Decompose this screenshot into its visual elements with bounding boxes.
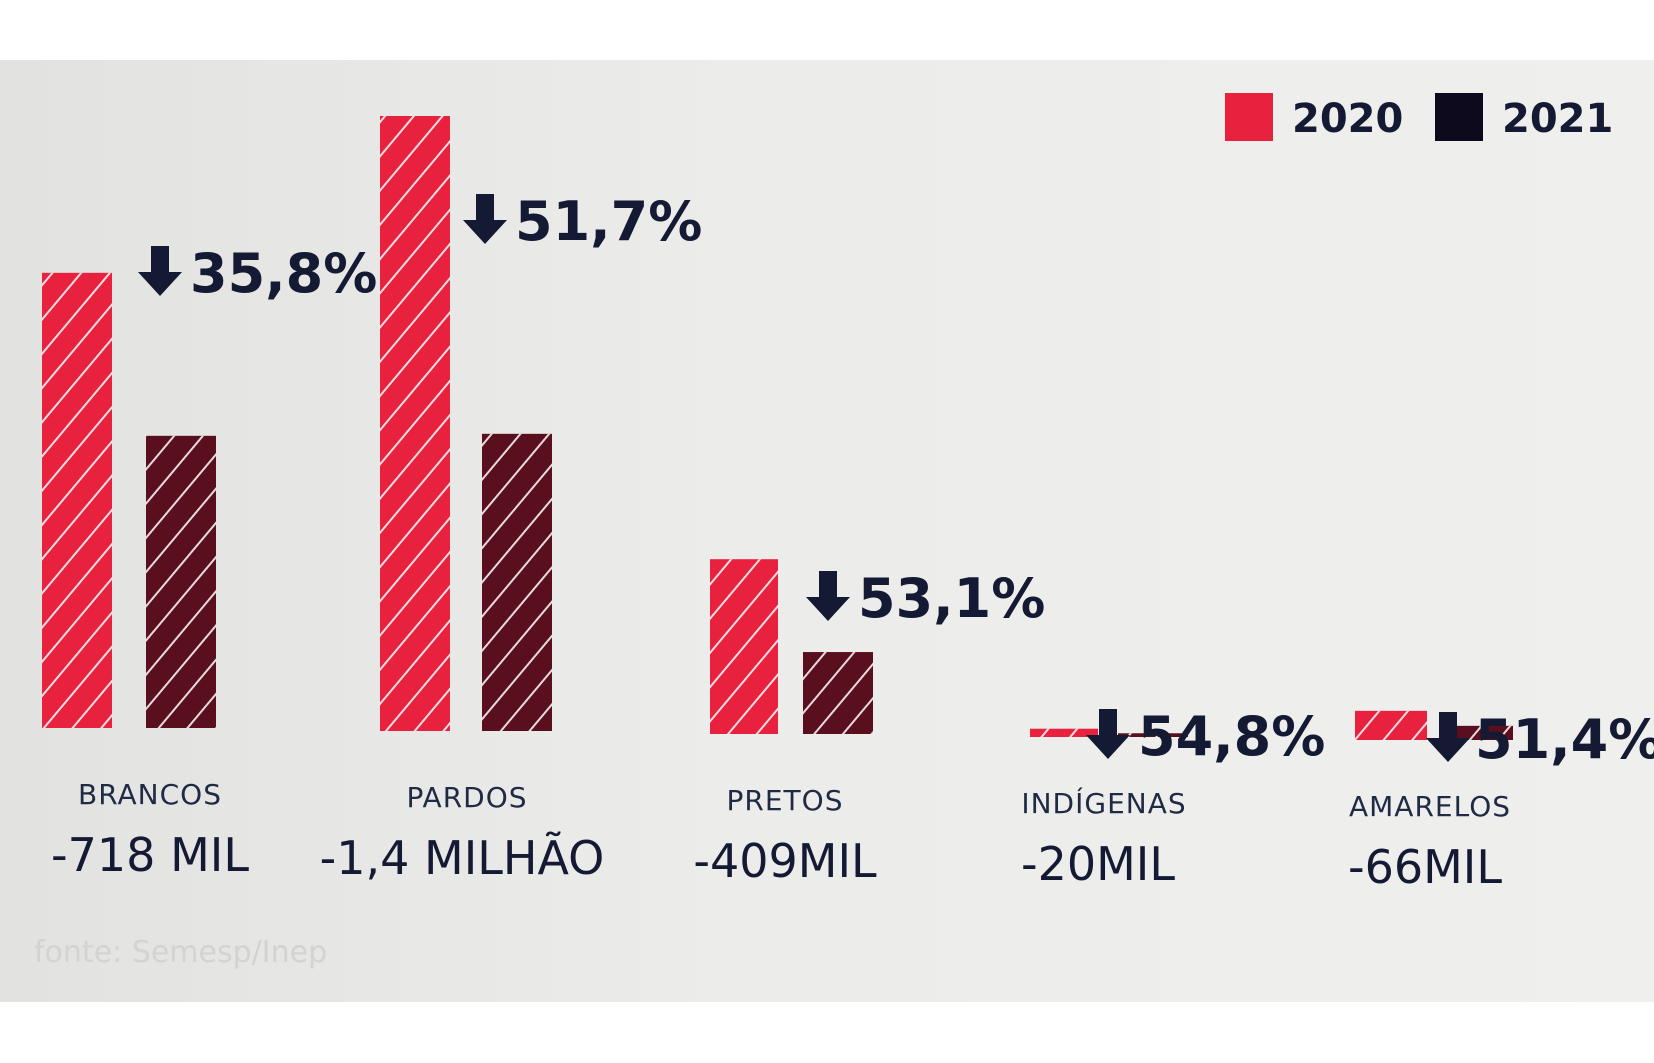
legend: 2020 2021 <box>1225 93 1613 142</box>
category-label-pardos: PARDOS <box>406 781 527 814</box>
bar-brancos-2020-hatch <box>42 272 112 728</box>
bars-layer <box>42 116 1513 740</box>
chart-panel: 2020 2021 BRANCOS PARDOS PRETOS INDÍGENA… <box>0 60 1654 1002</box>
bar-indigenas-2020-hatch <box>1030 728 1098 737</box>
bar-brancos-2021-hatch <box>146 435 216 728</box>
difference-label-indigenas: -20MIL <box>1021 837 1175 891</box>
change-label-indigenas: 54,8% <box>1138 705 1325 768</box>
change-pretos: 53,1% <box>806 567 1045 630</box>
category-label-amarelos: AMARELOS <box>1349 790 1511 823</box>
difference-label-brancos: -718 MIL <box>51 828 249 882</box>
bar-pretos-2021-hatch <box>803 652 873 734</box>
category-label-indigenas: INDÍGENAS <box>1021 786 1186 820</box>
legend-label-2021: 2021 <box>1502 96 1613 142</box>
difference-label-pretos: -409MIL <box>693 834 877 888</box>
change-label-brancos: 35,8% <box>190 242 377 305</box>
bar-pardos-2020-hatch <box>380 116 450 731</box>
bar-indigenas-2021-hatch <box>1118 733 1188 737</box>
down-arrow-icon <box>806 571 850 621</box>
bar-chart: 2020 2021 BRANCOS PARDOS PRETOS INDÍGENA… <box>34 93 1654 970</box>
change-brancos: 35,8% <box>138 242 377 305</box>
down-arrow-icon <box>463 194 507 244</box>
legend-label-2020: 2020 <box>1292 96 1403 142</box>
category-label-brancos: BRANCOS <box>78 778 222 811</box>
down-arrow-icon <box>138 246 182 296</box>
category-label-pretos: PRETOS <box>727 784 844 817</box>
legend-swatch-2021 <box>1435 93 1483 141</box>
difference-label-pardos: -1,4 MILHÃO <box>320 831 605 885</box>
change-indigenas: 54,8% <box>1086 705 1325 768</box>
legend-swatch-2020 <box>1225 93 1273 141</box>
change-label-pardos: 51,7% <box>515 190 702 253</box>
bar-amarelos-2020-hatch <box>1355 710 1427 740</box>
bar-pardos-2021-hatch <box>482 433 552 731</box>
change-label-pretos: 53,1% <box>858 567 1045 630</box>
source-note: fonte: Semesp/Inep <box>34 935 327 970</box>
bar-amarelos-2021-hatch <box>1443 725 1513 740</box>
change-label-amarelos: 51,4% <box>1475 708 1654 771</box>
change-pardos: 51,7% <box>463 190 702 253</box>
change-amarelos: 51,4% <box>1426 708 1654 771</box>
bar-pretos-2020-hatch <box>710 559 778 734</box>
difference-label-amarelos: -66MIL <box>1348 840 1502 894</box>
